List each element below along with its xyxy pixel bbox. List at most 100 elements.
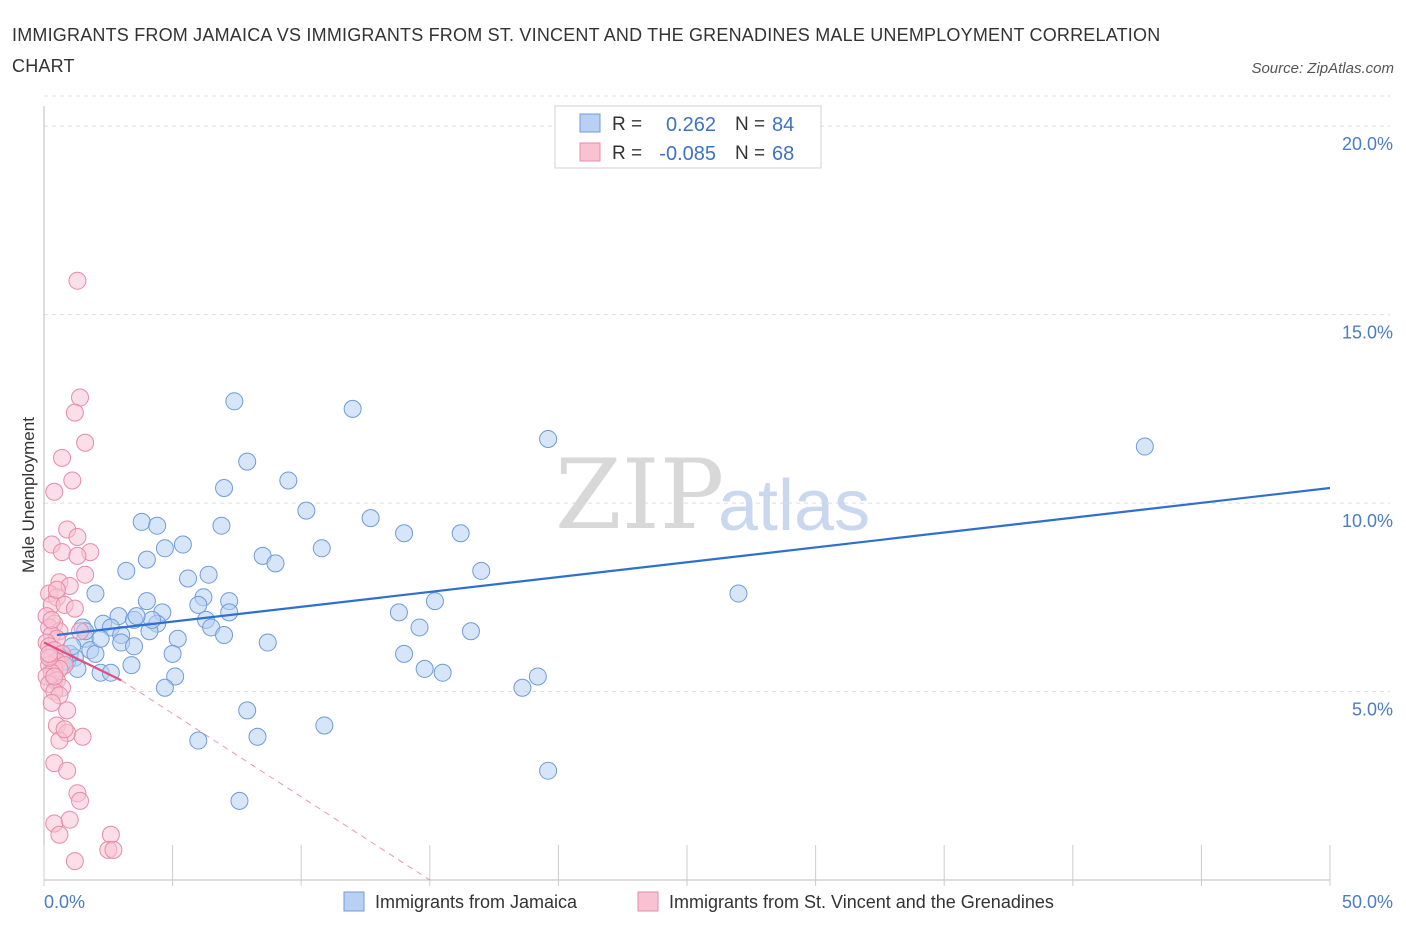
- watermark-atlas: atlas: [718, 466, 870, 546]
- legend-n-value-1: 84: [772, 114, 794, 136]
- stvincent-point-8: [68, 528, 87, 546]
- watermark: ZIP atlas: [555, 439, 870, 551]
- bottom-legend-swatch-jamaica: [343, 891, 365, 912]
- stvincent-point-57: [60, 810, 79, 829]
- jamaica-point-59: [395, 644, 414, 663]
- jamaica-point-67: [166, 667, 185, 686]
- trend-lines: [43, 486, 1331, 881]
- stvincent-point-45: [42, 693, 61, 712]
- stvincent-trend-line: [43, 641, 122, 682]
- stvincent-point-53: [58, 761, 77, 780]
- stvincent-point-66: [45, 667, 64, 686]
- jamaica-point-0: [225, 392, 244, 411]
- stvincent-point-55: [71, 791, 90, 810]
- jamaica-point-1: [343, 399, 362, 418]
- jamaica-point-10: [148, 516, 167, 535]
- stvincent-point-13: [76, 565, 95, 584]
- jamaica-point-19: [117, 561, 136, 580]
- stvincent-trend-extension: [120, 679, 431, 881]
- jamaica-point-27: [425, 592, 444, 611]
- jamaica-point-53: [86, 644, 105, 663]
- jamaica-point-3: [1135, 437, 1154, 456]
- x-tick-label-min: 0.0%: [44, 892, 85, 912]
- jamaica-point-82: [143, 610, 162, 629]
- stvincent-point-4: [53, 448, 72, 467]
- jamaica-point-70: [513, 678, 532, 697]
- jamaica-point-6: [215, 479, 234, 497]
- jamaica-point-2: [539, 430, 558, 448]
- jamaica-point-46: [168, 629, 187, 648]
- source-label: Source: ZipAtlas.com: [1251, 60, 1394, 77]
- jamaica-point-32: [389, 603, 408, 622]
- y-tick-label-3: 20.0%: [1342, 134, 1393, 154]
- legend-n-label-1: N =: [735, 114, 765, 135]
- jamaica-point-69: [155, 678, 174, 697]
- legend-r-label-1: R =: [612, 114, 642, 135]
- stvincent-point-59: [101, 825, 120, 844]
- y-axis-label: Male Unemployment: [19, 417, 38, 573]
- stvincent-points: [37, 271, 123, 871]
- stvincent-point-20: [65, 599, 84, 618]
- jamaica-point-17: [266, 554, 285, 573]
- jamaica-point-23: [179, 569, 198, 588]
- jamaica-point-8: [361, 509, 380, 528]
- jamaica-point-33: [220, 603, 239, 622]
- jamaica-point-9: [132, 512, 151, 531]
- jamaica-point-18: [137, 550, 156, 569]
- jamaica-point-76: [230, 791, 249, 810]
- stvincent-point-65: [47, 580, 66, 599]
- jamaica-point-14: [155, 539, 174, 558]
- stvincent-point-0: [68, 271, 87, 290]
- correlation-legend: R = 0.262 N = 84 R = -0.085 N = 68: [554, 105, 822, 169]
- legend-n-value-2: 68: [772, 143, 794, 165]
- jamaica-point-71: [238, 701, 257, 720]
- grid-lines: [44, 95, 1390, 693]
- watermark-zip: ZIP: [555, 439, 724, 551]
- jamaica-point-4: [238, 452, 257, 471]
- stvincent-point-2: [65, 403, 84, 422]
- jamaica-point-44: [461, 622, 480, 641]
- jamaica-point-15: [173, 535, 192, 554]
- stvincent-point-49: [73, 727, 92, 746]
- jamaica-point-72: [315, 716, 334, 735]
- stvincent-point-46: [58, 701, 77, 720]
- jamaica-trend-line: [56, 486, 1331, 637]
- jamaica-point-11: [212, 516, 231, 535]
- jamaica-point-21: [312, 539, 331, 558]
- jamaica-point-81: [91, 629, 110, 648]
- stvincent-point-3: [76, 433, 95, 452]
- jamaica-point-65: [433, 663, 452, 682]
- jamaica-point-22: [472, 561, 491, 580]
- legend-swatch-jamaica: [579, 113, 601, 133]
- jamaica-point-20: [199, 565, 218, 584]
- jamaica-point-43: [410, 618, 429, 637]
- jamaica-point-24: [729, 584, 748, 603]
- y-tick-labels: 5.0% 10.0% 15.0% 20.0%: [1342, 134, 1393, 719]
- legend-r-value-2: -0.085: [659, 143, 716, 165]
- legend-swatch-stvincent: [579, 142, 601, 162]
- jamaica-point-25: [86, 584, 105, 603]
- jamaica-point-12: [395, 524, 414, 543]
- bottom-legend-swatch-stvincent: [637, 891, 659, 912]
- jamaica-point-47: [215, 626, 234, 644]
- y-tick-label-2: 15.0%: [1342, 323, 1393, 343]
- jamaica-point-5: [279, 471, 298, 490]
- stvincent-point-10: [53, 543, 72, 562]
- jamaica-point-51: [258, 633, 277, 652]
- jamaica-point-50: [125, 637, 144, 656]
- jamaica-point-13: [451, 524, 470, 543]
- legend-n-label-2: N =: [735, 143, 765, 164]
- legend-r-value-1: 0.262: [666, 114, 716, 136]
- y-tick-label-1: 10.0%: [1342, 511, 1393, 531]
- bottom-legend-label-stvincent: Immigrants from St. Vincent and the Gren…: [669, 892, 1054, 912]
- jamaica-point-66: [528, 667, 547, 686]
- chart-title: IMMIGRANTS FROM JAMAICA VS IMMIGRANTS FR…: [12, 25, 1161, 76]
- stvincent-point-5: [63, 471, 82, 490]
- jamaica-point-28: [137, 592, 156, 611]
- jamaica-point-73: [248, 727, 267, 746]
- jamaica-point-30: [189, 595, 208, 614]
- stvincent-point-12: [68, 546, 87, 565]
- series-legend: Immigrants from Jamaica Immigrants from …: [343, 891, 1054, 912]
- jamaica-point-83: [127, 607, 146, 626]
